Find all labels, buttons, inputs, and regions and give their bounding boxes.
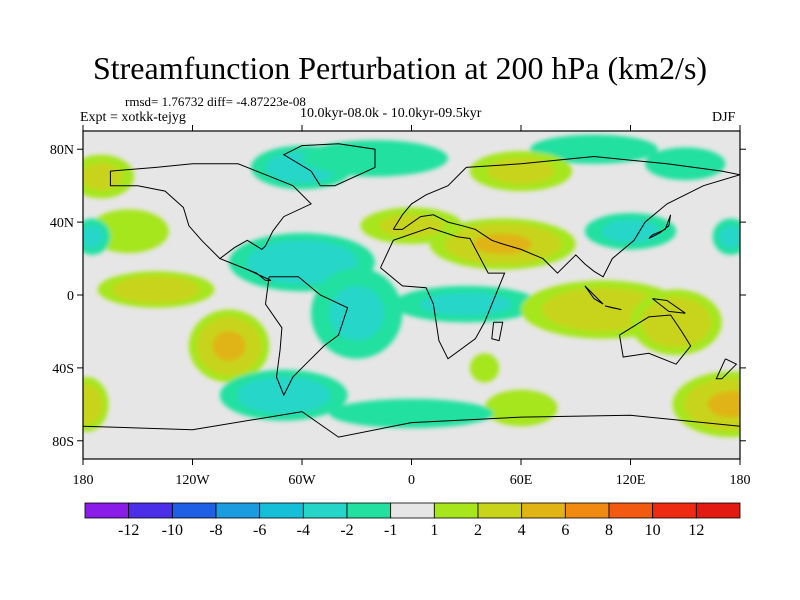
colorbar-swatch-12 xyxy=(608,502,654,519)
colorbar-label: -10 xyxy=(162,522,183,539)
x-tick-label: 60W xyxy=(288,473,316,488)
coastline-12 xyxy=(83,411,740,438)
field-region-11-band-1 xyxy=(379,214,444,238)
colorbar-label: -12 xyxy=(118,522,139,539)
coastline-9 xyxy=(584,285,604,305)
x-tick-label: 120E xyxy=(616,473,646,488)
field-region-24-band-1 xyxy=(83,384,103,425)
x-tick-label: 0 xyxy=(408,473,415,488)
x-tick-label: 60E xyxy=(510,473,533,488)
colorbar-label: 1 xyxy=(430,522,438,539)
colorbar-label: 2 xyxy=(474,522,482,539)
y-tick-label: 80S xyxy=(52,435,74,450)
coastline-0 xyxy=(109,163,312,281)
colorbar-swatch-4 xyxy=(259,502,304,519)
experiment-label: Expt = xotkk-tejyg xyxy=(80,110,186,125)
colorbar-swatch-9 xyxy=(477,502,523,519)
chart-title: Streamfunction Perturbation at 200 hPa (… xyxy=(92,50,708,86)
y-tick-label: 40N xyxy=(50,216,74,231)
field-region-23-band-2 xyxy=(707,391,740,418)
coastline-10 xyxy=(604,305,622,311)
colorbar-label: 4 xyxy=(518,522,526,539)
field-region-13-band-1 xyxy=(329,285,385,341)
field-region-20-band-0 xyxy=(469,353,500,383)
field-region-12-band-1 xyxy=(246,240,358,285)
colorbar-label: 8 xyxy=(605,522,613,539)
colorbar-swatch-7 xyxy=(390,502,435,519)
field-region-8-band-1 xyxy=(719,225,740,249)
colorbar-label: -2 xyxy=(340,522,353,539)
colorbar-swatch-11 xyxy=(564,502,610,519)
coastline-4 xyxy=(380,227,506,360)
colorbar-swatch-1 xyxy=(128,502,173,519)
field-region-22-band-0 xyxy=(329,398,494,429)
x-tick-label: 120W xyxy=(175,473,210,488)
colorbar-label: -8 xyxy=(209,522,222,539)
colorbar-swatch-8 xyxy=(433,502,479,519)
field-region-19-band-1 xyxy=(641,297,712,348)
rmsd-stats: rmsd= 1.76732 diff= -4.87223e-08 xyxy=(125,94,306,109)
period-label: 10.0kyr-08.0k - 10.0kyr-09.5kyr xyxy=(300,106,482,121)
colorbar-label: 10 xyxy=(645,522,661,539)
y-tick-label: 40S xyxy=(52,362,74,377)
colorbar-label: -6 xyxy=(253,522,266,539)
coastline-3 xyxy=(392,155,740,278)
season-label: DJF xyxy=(712,110,736,125)
coastline-6 xyxy=(619,314,692,365)
x-tick-label: 180 xyxy=(73,473,94,488)
colorbar-label: -4 xyxy=(297,522,310,539)
colorbar-label: -1 xyxy=(384,522,397,539)
colorbar-swatch-10 xyxy=(521,502,566,519)
colorbar-swatch-14 xyxy=(695,502,741,519)
coastline-2 xyxy=(282,143,376,187)
field-region-9-band-1 xyxy=(601,219,660,243)
coastline-5 xyxy=(491,321,504,342)
coastline-11 xyxy=(652,298,686,314)
colorbar-swatch-13 xyxy=(652,502,697,519)
x-tick-label: 180 xyxy=(730,473,751,488)
field-region-5-band-1 xyxy=(83,162,122,191)
colorbar-label: 6 xyxy=(561,522,569,539)
coastline-1 xyxy=(264,276,349,397)
coastline-7 xyxy=(715,358,738,380)
field-region-14-band-1 xyxy=(420,292,513,316)
field-region-16-band-2 xyxy=(212,331,246,362)
y-tick-label: 80N xyxy=(50,143,74,158)
colorbar-swatch-6 xyxy=(346,502,392,519)
colorbar-swatch-2 xyxy=(171,502,217,519)
field-region-15-band-1 xyxy=(112,275,200,304)
field-region-3-band-0 xyxy=(645,147,726,181)
y-tick-label: 0 xyxy=(67,289,74,304)
coastline-8 xyxy=(648,214,672,239)
colorbar-swatch-3 xyxy=(215,502,261,519)
colorbar-swatch-0 xyxy=(84,502,130,519)
colorbar-label: 12 xyxy=(688,522,704,539)
field-region-7-band-1 xyxy=(83,225,104,249)
field-region-21-band-0 xyxy=(484,389,558,427)
field-region-2-band-0 xyxy=(530,134,658,164)
colorbar-swatch-5 xyxy=(302,502,348,519)
